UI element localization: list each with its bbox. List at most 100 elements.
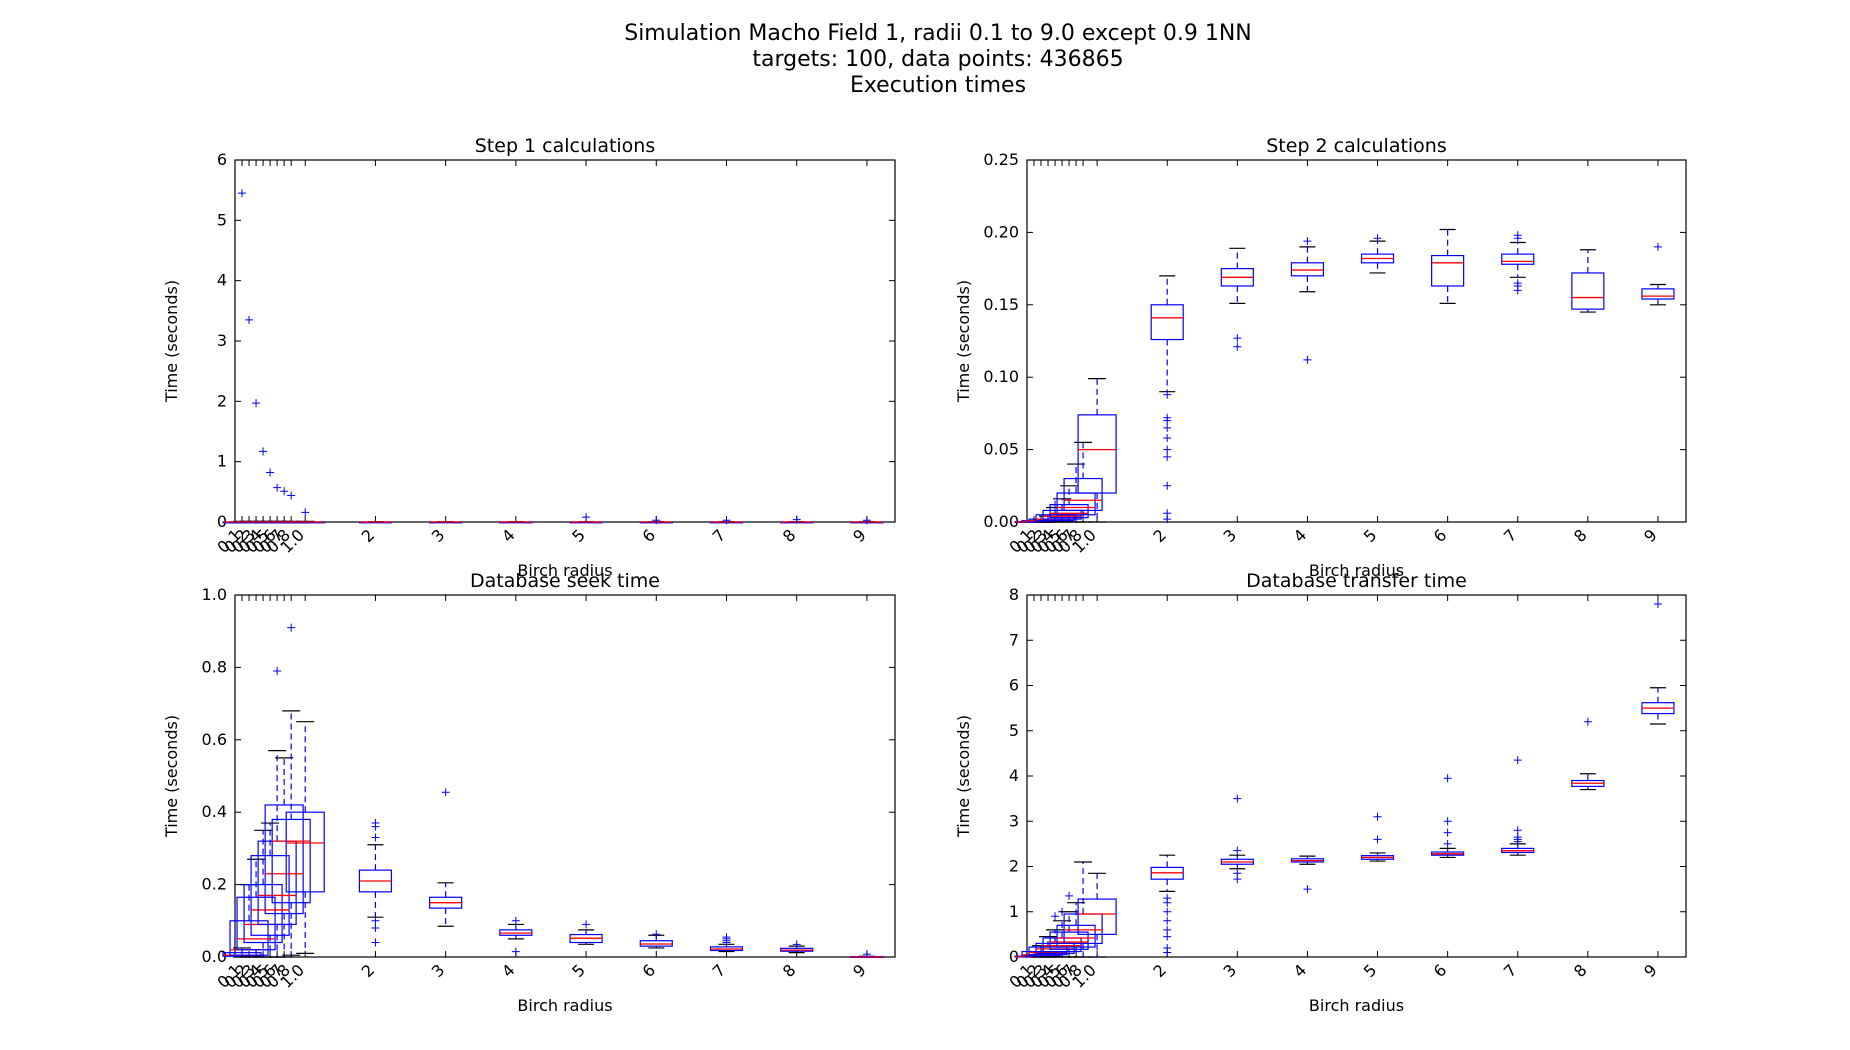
database-seek-time-ytick-label: 0.4 <box>202 802 227 821</box>
database-transfer-time-box-7-flier <box>1513 756 1522 765</box>
step-1-calculations-box-0-7-flier <box>280 487 289 496</box>
database-seek-time-box-2-flier <box>371 822 380 831</box>
step-1-calculations-ytick-label: 5 <box>217 210 227 229</box>
database-transfer-time-box-9 <box>1641 600 1675 725</box>
database-seek-time-box-0-3-body <box>236 896 276 951</box>
figure-title-line-3: Execution times <box>850 73 1026 98</box>
database-seek-time-box-0-8 <box>271 623 311 956</box>
database-transfer-time-box-6 <box>1431 774 1465 859</box>
database-seek-time-box-0-7-body <box>264 804 304 915</box>
step-1-calculations-box-0-3-flier <box>252 399 261 408</box>
database-transfer-time-box-2 <box>1150 854 1184 957</box>
step-1-calculations-box-5-flier <box>582 513 591 522</box>
database-seek-time-boxes <box>222 623 884 959</box>
step-1-calculations-box-0-4-flier <box>259 447 268 456</box>
database-transfer-time-box-3 <box>1220 794 1254 884</box>
database-seek-time-title: Database seek time <box>470 570 660 592</box>
step-1-calculations-box-4 <box>499 521 533 524</box>
step-2-calculations-axes-frame <box>1026 159 1687 523</box>
step-2-calculations-box-2-flier <box>1163 434 1172 443</box>
database-seek-time-box-0-2-body <box>229 920 269 956</box>
database-seek-time-ytick-label: 0.8 <box>202 657 227 676</box>
database-seek-time-box-8-flier <box>792 940 801 949</box>
database-transfer-time-box-2-flier <box>1163 925 1172 934</box>
database-transfer-time-ytick-label: 1 <box>1009 902 1019 921</box>
database-transfer-time-box-0-7-body <box>1056 924 1096 948</box>
step-2-calculations-boxes <box>1014 228 1675 524</box>
database-seek-time-box-1 <box>285 721 325 954</box>
step-2-calculations-box-6-body <box>1431 254 1465 287</box>
database-transfer-time-box-6-flier <box>1443 828 1452 837</box>
database-transfer-time-box-9-flier <box>1653 600 1662 609</box>
database-seek-time-box-0-6-flier <box>273 667 282 676</box>
step-1-calculations-box-9 <box>850 516 884 525</box>
database-transfer-time-box-7-flier <box>1513 837 1522 846</box>
step-2-calculations-box-4-flier <box>1303 237 1312 246</box>
database-seek-time-box-6-flier <box>652 930 661 939</box>
database-seek-time-box-7-flier <box>722 933 731 942</box>
database-seek-time-ytick-label: 0.6 <box>202 730 227 749</box>
database-seek-time-box-9 <box>850 950 884 959</box>
database-transfer-time-box-0-4-flier <box>1051 912 1060 921</box>
database-transfer-time-box-7 <box>1501 756 1535 856</box>
step-2-calculations-box-6 <box>1431 228 1465 304</box>
step-1-calculations-ylabel: Time (seconds) <box>162 280 181 403</box>
database-seek-time-box-2-flier <box>371 938 380 947</box>
database-transfer-time-box-5-flier <box>1373 812 1382 821</box>
step-1-calculations-ytick-label: 3 <box>217 331 227 350</box>
database-transfer-time-box-4-flier <box>1303 885 1312 894</box>
step-1-calculations-ytick-label: 0 <box>217 512 227 531</box>
database-transfer-time-ytick-label: 8 <box>1009 585 1019 604</box>
database-seek-time-box-3-flier <box>441 788 450 797</box>
step-1-calculations-ytick-label: 4 <box>217 271 227 290</box>
step-2-calculations-box-8 <box>1571 249 1605 313</box>
database-transfer-time-ytick-label: 3 <box>1009 811 1019 830</box>
database-seek-time-box-9-flier <box>862 950 871 959</box>
step-1-calculations-box-6 <box>639 516 673 525</box>
database-seek-time-box-2-flier <box>371 833 380 842</box>
database-seek-time-box-2-flier <box>371 924 380 933</box>
database-seek-time-box-3 <box>429 788 463 927</box>
database-transfer-time-box-2-flier <box>1163 907 1172 916</box>
database-seek-time-axes-frame <box>234 594 896 958</box>
step-1-calculations-ytick-label: 1 <box>217 452 227 471</box>
database-transfer-time-box-2-flier <box>1163 932 1172 941</box>
database-transfer-time-ytick-label: 6 <box>1009 676 1019 695</box>
database-seek-time-box-4-flier <box>511 916 520 925</box>
step-1-calculations-xlabel: Birch radius <box>517 561 612 580</box>
database-seek-time-ylabel: Time (seconds) <box>162 715 181 838</box>
step-2-calculations-box-3-flier <box>1233 334 1242 343</box>
database-transfer-time-box-5-flier <box>1373 835 1382 844</box>
database-transfer-time-box-6-flier <box>1443 817 1452 826</box>
step-2-calculations-box-2 <box>1150 275 1184 524</box>
step-2-calculations-ytick-label: 0.00 <box>983 512 1019 531</box>
database-transfer-time-box-7-flier <box>1513 826 1522 835</box>
database-transfer-time-box-3-flier <box>1233 875 1242 884</box>
step-2-calculations-box-0-7-body <box>1056 492 1096 516</box>
step-2-calculations-box-0-6-body <box>1049 504 1089 519</box>
database-transfer-time-boxes <box>1014 600 1675 958</box>
database-transfer-time-ytick-label: 5 <box>1009 721 1019 740</box>
step-1-calculations-box-6-flier <box>652 516 661 525</box>
step-2-calculations-box-2-flier <box>1163 390 1172 399</box>
step-2-calculations-box-0-8 <box>1063 441 1103 523</box>
step-2-calculations-box-8-body <box>1571 272 1605 310</box>
step-2-calculations-box-9-body <box>1641 288 1675 300</box>
step-1-calculations-ytick-label: 6 <box>217 150 227 169</box>
database-transfer-time-box-0-6-flier <box>1065 891 1074 900</box>
step-2-calculations-box-7-flier <box>1513 279 1522 288</box>
step-2-calculations-box-2-body <box>1150 304 1184 341</box>
step-2-calculations-title: Step 2 calculations <box>1266 135 1447 157</box>
database-transfer-time-box-1 <box>1077 872 1117 958</box>
step-2-calculations-box-5 <box>1360 234 1395 274</box>
step-1-calculations-box-0-8-flier <box>287 491 296 500</box>
database-transfer-time-box-2-flier <box>1163 916 1172 925</box>
step-2-calculations-box-4-flier <box>1303 355 1312 364</box>
database-transfer-time-box-2-flier <box>1163 898 1172 907</box>
database-transfer-time-ytick-label: 4 <box>1009 766 1019 785</box>
database-seek-time-box-0-1-body <box>222 952 262 957</box>
database-transfer-time-box-6-flier <box>1443 774 1452 783</box>
database-transfer-time-box-0-6-body <box>1049 931 1089 950</box>
step-1-calculations-box-0-5-flier <box>266 468 275 477</box>
